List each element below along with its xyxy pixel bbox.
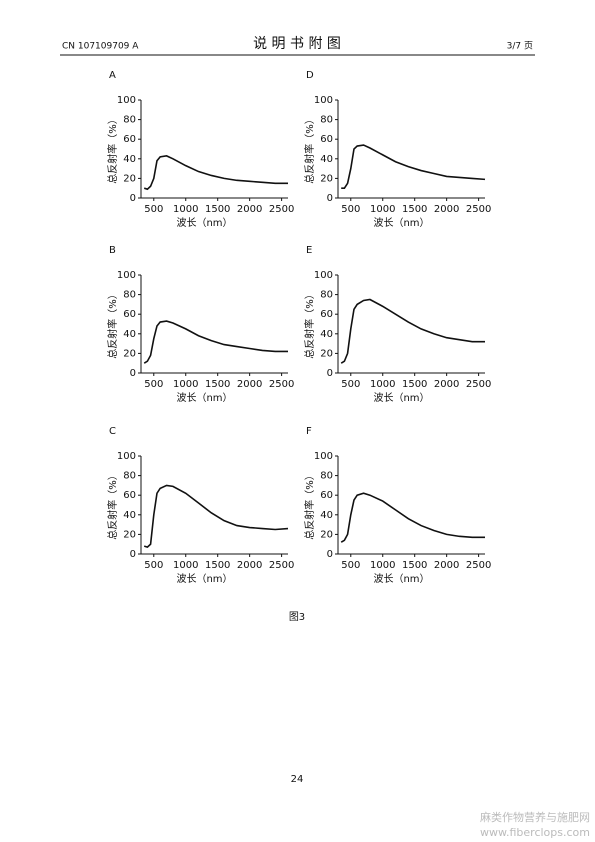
y-tick-label: 80 — [320, 471, 333, 482]
x-tick-label: 2000 — [237, 560, 262, 571]
panel-label: A — [109, 70, 116, 81]
x-tick-label: 500 — [341, 560, 360, 571]
y-tick-label: 100 — [117, 451, 136, 462]
x-tick-label: 500 — [144, 204, 163, 215]
y-tick-label: 20 — [320, 348, 333, 359]
page-number: 24 — [291, 774, 304, 785]
y-tick-label: 40 — [123, 329, 136, 340]
y-tick-label: 60 — [123, 490, 136, 501]
y-axis-label: 总反射率（%） — [106, 114, 119, 184]
y-tick-label: 20 — [123, 529, 136, 540]
y-tick-label: 80 — [320, 115, 333, 126]
data-line — [143, 320, 288, 364]
panel-label: D — [306, 70, 314, 81]
y-tick-label: 40 — [320, 154, 333, 165]
y-tick-label: 80 — [123, 115, 136, 126]
x-tick-label: 2500 — [466, 560, 491, 571]
x-tick-label: 1000 — [370, 204, 395, 215]
data-line — [340, 298, 485, 364]
y-axis-label: 总反射率（%） — [303, 114, 316, 184]
x-axis-label: 波长（nm） — [176, 572, 232, 585]
data-line — [143, 155, 288, 191]
panel-label: B — [109, 245, 116, 256]
y-tick-label: 0 — [327, 368, 333, 379]
data-line — [143, 484, 289, 549]
y-tick-label: 80 — [123, 471, 136, 482]
x-tick-label: 1000 — [370, 379, 395, 390]
y-tick-label: 20 — [123, 173, 136, 184]
x-tick-label: 2000 — [237, 379, 262, 390]
x-axis-label: 波长（nm） — [176, 216, 232, 229]
x-axis-label: 波长（nm） — [373, 216, 429, 229]
x-tick-label: 1500 — [402, 560, 427, 571]
x-tick-label: 500 — [144, 379, 163, 390]
watermark-url: www.fiberclops.com — [480, 826, 590, 839]
x-tick-label: 2500 — [466, 379, 491, 390]
y-tick-label: 40 — [123, 154, 136, 165]
y-tick-label: 0 — [130, 193, 136, 204]
data-line — [340, 492, 485, 543]
x-tick-label: 1500 — [205, 379, 230, 390]
y-axis-label: 总反射率（%） — [106, 470, 119, 540]
y-tick-label: 80 — [320, 290, 333, 301]
page-of: 3/7 页 — [507, 41, 533, 52]
y-tick-label: 0 — [327, 549, 333, 560]
y-tick-label: 100 — [117, 95, 136, 106]
y-tick-label: 60 — [123, 309, 136, 320]
x-tick-label: 2000 — [434, 204, 459, 215]
y-tick-label: 100 — [117, 270, 136, 281]
x-tick-label: 2500 — [269, 560, 294, 571]
header-title: 说 明 书 附 图 — [253, 36, 341, 52]
x-axis-label: 波长（nm） — [373, 391, 429, 404]
figure-caption: 图3 — [289, 611, 305, 623]
y-tick-label: 100 — [314, 95, 333, 106]
y-tick-label: 20 — [123, 348, 136, 359]
x-tick-label: 1500 — [205, 204, 230, 215]
x-tick-label: 2500 — [269, 204, 294, 215]
y-tick-label: 60 — [123, 134, 136, 145]
x-tick-label: 2500 — [466, 204, 491, 215]
y-tick-label: 0 — [130, 368, 136, 379]
panel-label: F — [306, 426, 312, 437]
x-tick-label: 2500 — [269, 379, 294, 390]
y-tick-label: 0 — [130, 549, 136, 560]
y-tick-label: 20 — [320, 173, 333, 184]
x-tick-label: 500 — [341, 379, 360, 390]
x-tick-label: 2000 — [434, 379, 459, 390]
watermark-name: 麻类作物营养与施肥网 — [480, 810, 590, 824]
y-tick-label: 80 — [123, 290, 136, 301]
y-tick-label: 60 — [320, 490, 333, 501]
x-axis-label: 波长（nm） — [176, 391, 232, 404]
x-tick-label: 500 — [144, 560, 163, 571]
y-axis-label: 总反射率（%） — [303, 470, 316, 540]
x-tick-label: 1000 — [370, 560, 395, 571]
y-tick-label: 100 — [314, 270, 333, 281]
doc-number: CN 107109709 A — [62, 42, 139, 52]
panel-label: E — [306, 245, 312, 256]
y-tick-label: 40 — [123, 510, 136, 521]
y-tick-label: 100 — [314, 451, 333, 462]
y-tick-label: 20 — [320, 529, 333, 540]
y-tick-label: 0 — [327, 193, 333, 204]
panel-label: C — [109, 426, 116, 437]
x-tick-label: 1500 — [205, 560, 230, 571]
x-tick-label: 2000 — [434, 560, 459, 571]
y-tick-label: 60 — [320, 134, 333, 145]
y-tick-label: 40 — [320, 329, 333, 340]
x-tick-label: 1000 — [173, 379, 198, 390]
x-tick-label: 500 — [341, 204, 360, 215]
data-line — [341, 144, 486, 189]
y-axis-label: 总反射率（%） — [303, 289, 316, 359]
x-tick-label: 1000 — [173, 560, 198, 571]
y-axis-label: 总反射率（%） — [106, 289, 119, 359]
y-tick-label: 40 — [320, 510, 333, 521]
y-tick-label: 60 — [320, 309, 333, 320]
x-tick-label: 1500 — [402, 379, 427, 390]
x-tick-label: 2000 — [237, 204, 262, 215]
x-tick-label: 1500 — [402, 204, 427, 215]
x-axis-label: 波长（nm） — [373, 572, 429, 585]
x-tick-label: 1000 — [173, 204, 198, 215]
